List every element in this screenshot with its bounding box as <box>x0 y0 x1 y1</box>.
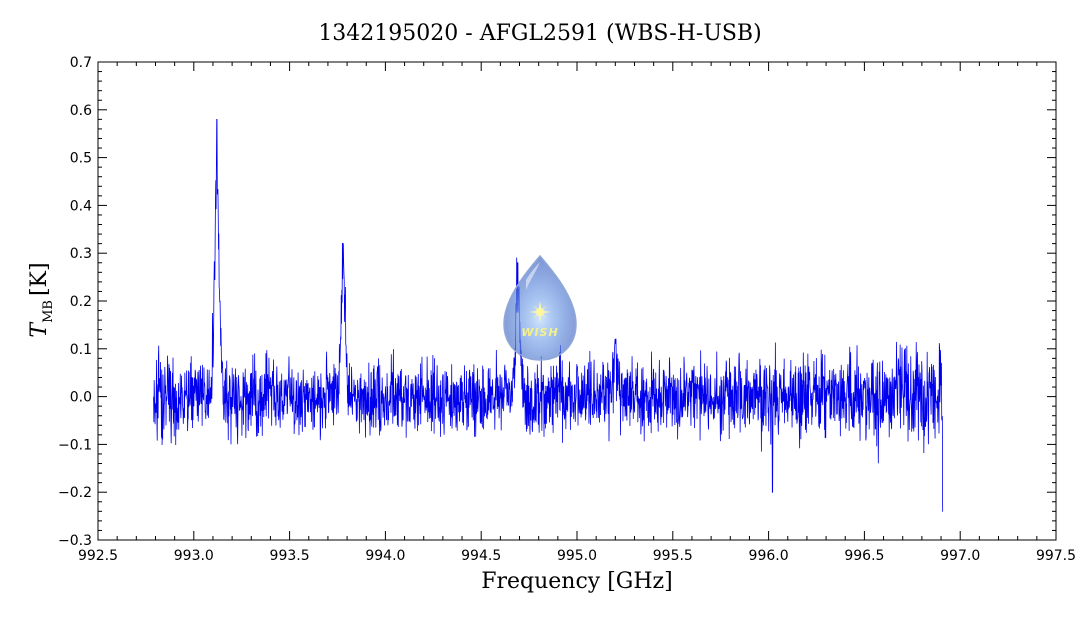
x-tick-label: 993.0 <box>174 548 214 564</box>
y-axis-label-subscript: MB <box>41 300 56 323</box>
star-icon <box>529 301 551 323</box>
y-tick-label: 0.4 <box>70 198 92 214</box>
wish-logo: WISH <box>503 254 577 361</box>
x-tick-labels: 992.5 993.0 993.5 994.0 994.5 995.0 995.5 996.0… <box>78 548 1076 564</box>
x-tick-label: 996.5 <box>844 548 884 564</box>
x-tick-label: 993.5 <box>270 548 310 564</box>
y-tick-label: 0.7 <box>70 55 92 71</box>
y-tick-label: −0.3 <box>58 533 92 549</box>
y-tick-label: 0.1 <box>70 342 92 358</box>
spectrum-series-line <box>153 118 944 512</box>
y-axis-label-unit: [K] <box>27 262 52 296</box>
x-tick-label: 997.5 <box>1036 548 1076 564</box>
y-tick-label: 0.5 <box>70 151 92 167</box>
x-axis-label: Frequency [GHz] <box>481 569 673 594</box>
y-tick-labels: −0.3 −0.2 −0.1 0.0 0.1 0.2 0.3 0.4 0.5 0.6 0.7 <box>58 55 92 549</box>
logo-text: WISH <box>521 326 558 339</box>
y-tick-label: 0.0 <box>70 390 92 406</box>
y-tick-label: −0.2 <box>58 485 92 501</box>
x-tick-label: 994.5 <box>461 548 501 564</box>
y-tick-label: 0.6 <box>70 103 92 119</box>
y-axis-label: TMB [K] <box>27 262 56 337</box>
axis-ticks <box>97 61 1057 541</box>
x-tick-label: 995.5 <box>653 548 693 564</box>
x-tick-label: 992.5 <box>78 548 118 564</box>
x-tick-label: 994.0 <box>365 548 405 564</box>
y-tick-label: −0.1 <box>58 437 92 453</box>
y-tick-label: 0.3 <box>70 246 92 262</box>
x-tick-label: 996.0 <box>749 548 789 564</box>
x-tick-label: 997.0 <box>940 548 980 564</box>
y-tick-label: 0.2 <box>70 294 92 310</box>
chart-title: 1342195020 - AFGL2591 (WBS-H-USB) <box>318 21 761 46</box>
x-tick-label: 995.0 <box>557 548 597 564</box>
plot-frame <box>97 61 1057 541</box>
y-axis-label-symbol: T <box>27 321 52 338</box>
